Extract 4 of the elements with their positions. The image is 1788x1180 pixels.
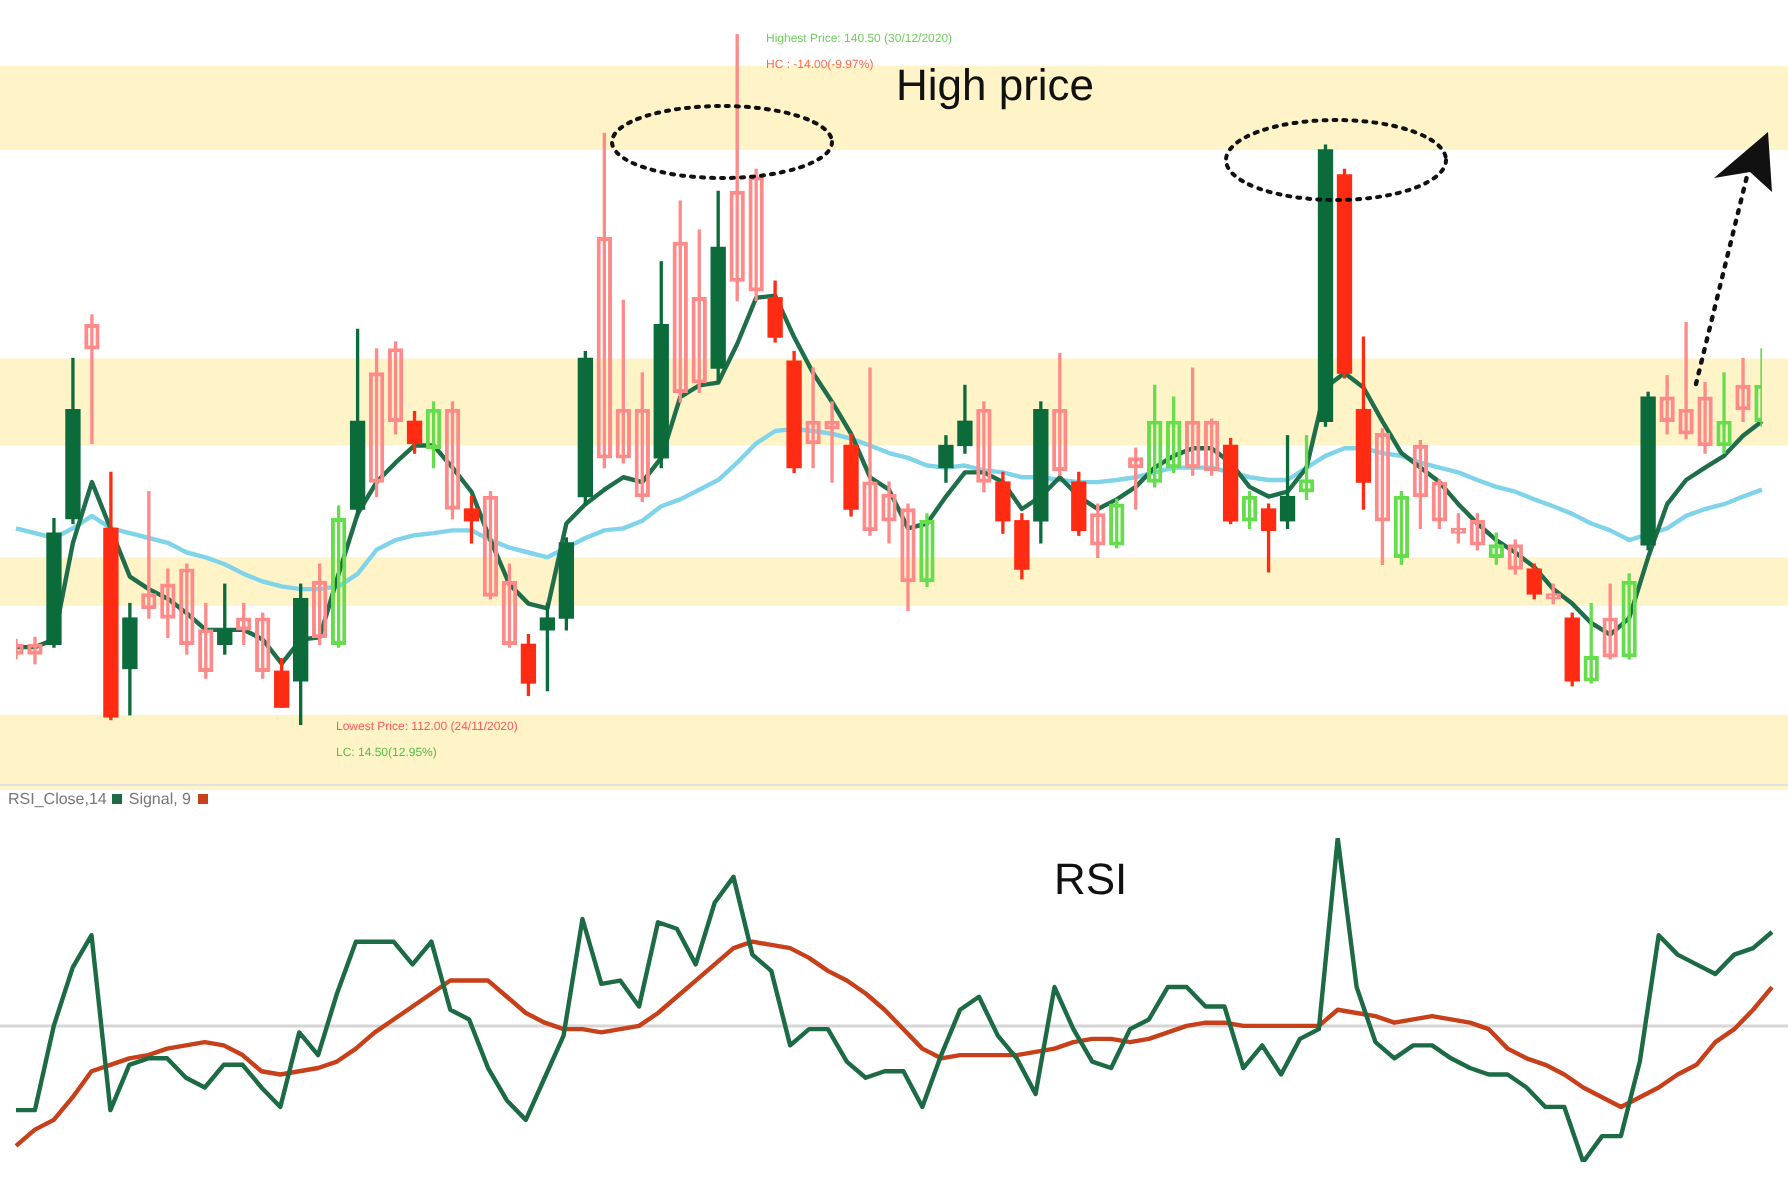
legend-label: Signal, 9 xyxy=(128,790,191,808)
annotation: High price xyxy=(896,60,1095,110)
annotation: RSI xyxy=(1054,854,1128,904)
legend-label: RSI_Close,14 xyxy=(8,790,107,808)
